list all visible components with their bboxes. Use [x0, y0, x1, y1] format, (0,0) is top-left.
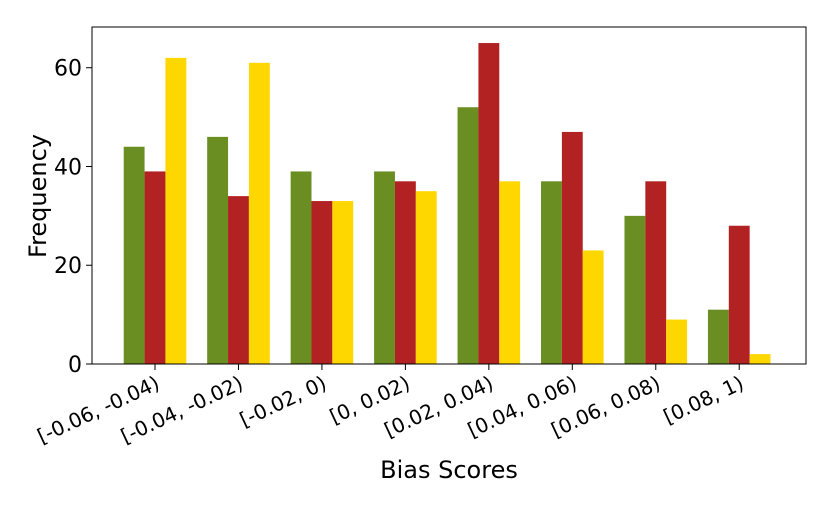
bar: [499, 181, 521, 364]
bar: [374, 171, 395, 364]
bar: [228, 196, 249, 364]
bar: [394, 181, 416, 364]
y-tick-label: 60: [54, 57, 82, 82]
bar: [541, 181, 562, 364]
bar: [645, 181, 667, 364]
y-tick-label: 40: [54, 155, 82, 180]
bar: [707, 309, 729, 364]
plot-frame: [91, 26, 807, 365]
bar: [478, 43, 500, 365]
bar: [248, 62, 270, 365]
bar: [666, 319, 688, 364]
bar: [624, 215, 646, 364]
x-axis-label: Bias Scores: [380, 456, 518, 484]
bar: [582, 250, 604, 364]
bar: [415, 191, 437, 364]
bar: [123, 146, 145, 364]
bar: [561, 131, 583, 364]
bar: [207, 136, 229, 364]
bar: [457, 107, 479, 364]
bar: [311, 201, 333, 364]
x-tick-label: [0.08, 1): [660, 371, 748, 429]
y-tick-label: 0: [68, 353, 82, 378]
y-tick-label: 20: [54, 254, 82, 279]
bar: [144, 171, 166, 364]
bar: [749, 354, 771, 364]
bar: [332, 201, 354, 364]
bar: [290, 171, 312, 364]
bar: [165, 57, 187, 364]
x-tick-label: [-0.02, 0): [236, 371, 330, 432]
y-axis-label: Frequency: [24, 134, 52, 258]
bar: [728, 225, 750, 364]
